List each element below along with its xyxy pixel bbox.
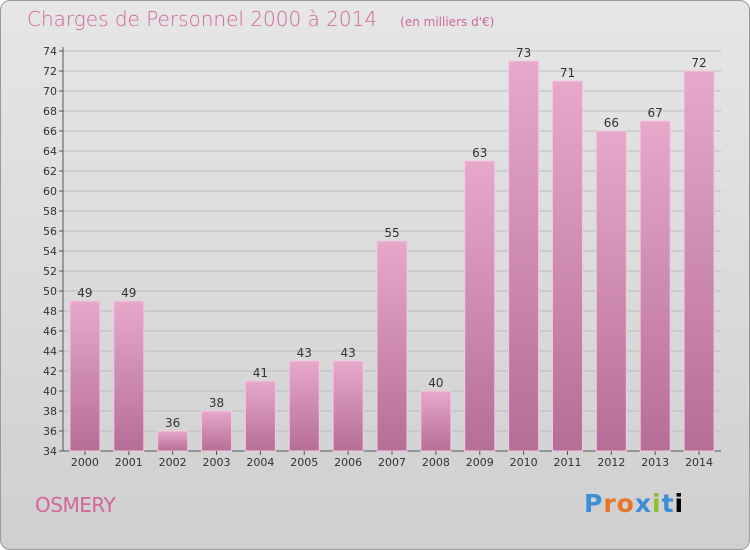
y-tick-label: 72	[43, 65, 57, 78]
x-tick-label: 2005	[290, 456, 318, 469]
y-tick-label: 34	[43, 445, 57, 458]
logo-letter: o	[616, 489, 635, 518]
logo-letter: r	[603, 489, 617, 518]
y-tick-label: 36	[43, 425, 57, 438]
bar	[69, 300, 101, 452]
logo-letter: x	[634, 489, 652, 518]
y-tick-label: 64	[43, 145, 57, 158]
y-tick-label: 44	[43, 345, 57, 358]
logo-letter: P	[584, 489, 604, 518]
bar	[288, 360, 320, 452]
data-label: 71	[560, 66, 575, 80]
x-tick-label: 2006	[334, 456, 362, 469]
y-tick-label: 40	[43, 385, 57, 398]
y-tick-label: 38	[43, 405, 57, 418]
proxiti-logo: Proxiti	[584, 489, 684, 518]
x-tick-label: 2003	[203, 456, 231, 469]
bar	[639, 120, 671, 452]
x-tick-label: 2002	[159, 456, 187, 469]
y-tick-label: 70	[43, 85, 57, 98]
bar	[464, 160, 496, 452]
y-tick-label: 54	[43, 245, 57, 258]
logo-letter: t	[661, 489, 675, 518]
x-tick-label: 2004	[246, 456, 274, 469]
x-tick-label: 2001	[115, 456, 143, 469]
data-label: 36	[165, 416, 180, 430]
y-tick-label: 74	[43, 45, 57, 58]
x-tick-label: 2009	[466, 456, 494, 469]
bar	[683, 70, 715, 452]
y-tick-label: 62	[43, 165, 57, 178]
x-tick-label: 2010	[510, 456, 538, 469]
x-tick-label: 2011	[553, 456, 581, 469]
data-label: 49	[77, 286, 92, 300]
y-tick-label: 50	[43, 285, 57, 298]
y-tick-label: 68	[43, 105, 57, 118]
chart-title-main: Charges de Personnel 2000 à 2014	[27, 7, 378, 31]
data-label: 41	[253, 366, 268, 380]
logo-letter: i	[674, 489, 685, 518]
logo-letter: i	[652, 489, 662, 518]
bar	[376, 240, 408, 452]
x-tick-label: 2000	[71, 456, 99, 469]
y-tick-label: 52	[43, 265, 57, 278]
y-tick-label: 56	[43, 225, 57, 238]
y-tick-label: 48	[43, 305, 57, 318]
y-tick-label: 46	[43, 325, 57, 338]
data-label: 73	[516, 46, 531, 60]
bar	[595, 130, 627, 452]
data-label: 43	[340, 346, 355, 360]
chart-title: Charges de Personnel 2000 à 2014 (en mil…	[27, 7, 494, 31]
data-label: 67	[648, 106, 663, 120]
y-tick-label: 58	[43, 205, 57, 218]
bar	[201, 410, 233, 452]
y-tick-label: 66	[43, 125, 57, 138]
data-label: 55	[384, 226, 399, 240]
x-tick-label: 2013	[641, 456, 669, 469]
x-tick-label: 2007	[378, 456, 406, 469]
bar	[332, 360, 364, 452]
commune-name: OSMERY	[35, 493, 116, 517]
data-label: 43	[297, 346, 312, 360]
x-tick-label: 2014	[685, 456, 713, 469]
bar	[157, 430, 189, 452]
data-label: 63	[472, 146, 487, 160]
y-tick-label: 42	[43, 365, 57, 378]
data-label: 72	[691, 56, 706, 70]
bar	[244, 380, 276, 452]
y-tick-label: 60	[43, 185, 57, 198]
x-tick-label: 2008	[422, 456, 450, 469]
bar	[420, 390, 452, 452]
chart-unit: (en milliers d'€)	[400, 15, 495, 29]
bar	[508, 60, 540, 452]
data-label: 49	[121, 286, 136, 300]
bar	[551, 80, 583, 452]
bar	[113, 300, 145, 452]
data-label: 38	[209, 396, 224, 410]
data-label: 66	[604, 116, 619, 130]
data-label: 40	[428, 376, 443, 390]
x-tick-label: 2012	[597, 456, 625, 469]
